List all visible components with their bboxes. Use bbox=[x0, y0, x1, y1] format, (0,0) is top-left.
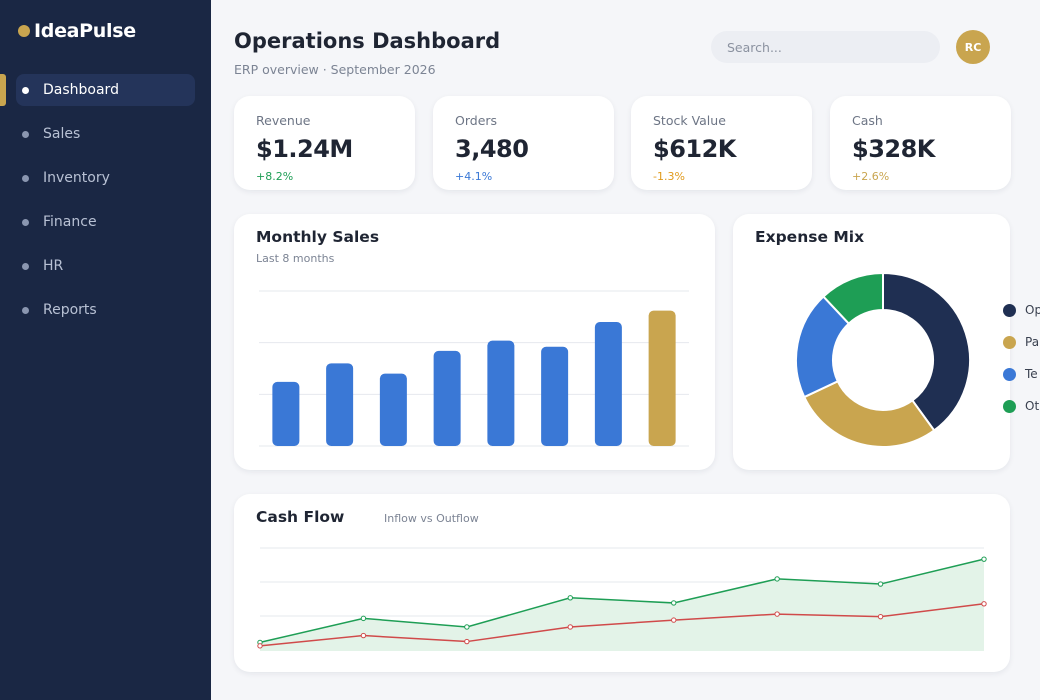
legend-label: Te bbox=[1025, 367, 1038, 381]
series-line bbox=[259, 603, 985, 647]
legend-dot-icon bbox=[1003, 335, 1016, 349]
sidebar-item-inventory[interactable]: Inventory bbox=[0, 162, 211, 194]
data-point bbox=[774, 576, 780, 582]
sidebar-item-label: Sales bbox=[43, 126, 81, 142]
legend-item: Ot bbox=[1003, 390, 1040, 422]
data-point bbox=[981, 601, 987, 607]
pie-slice bbox=[882, 271, 971, 432]
bullet-icon bbox=[22, 262, 29, 270]
kpi-value: $1.24M bbox=[256, 135, 353, 163]
kpi-label: Cash bbox=[852, 113, 883, 128]
page-subtitle: ERP overview · September 2026 bbox=[234, 62, 436, 77]
sidebar-item-hr[interactable]: HR bbox=[0, 250, 211, 282]
bar bbox=[594, 322, 622, 446]
legend-dot-icon bbox=[1003, 367, 1016, 381]
card-title: Monthly Sales bbox=[256, 228, 380, 246]
legend-dot-icon bbox=[1003, 303, 1016, 317]
data-point bbox=[567, 595, 573, 601]
data-point bbox=[567, 624, 573, 630]
pie-slice bbox=[802, 379, 936, 448]
kpi-label: Stock Value bbox=[653, 113, 726, 128]
pie-slice bbox=[822, 271, 884, 325]
sidebar: IdeaPulse Dashboard Sales Inventory Fina… bbox=[0, 0, 211, 700]
expense-mix-chart bbox=[795, 271, 971, 448]
bar bbox=[648, 310, 676, 446]
search-input[interactable] bbox=[711, 31, 940, 63]
kpi-delta: +4.1% bbox=[455, 170, 493, 183]
monthly-sales-chart bbox=[259, 290, 689, 447]
data-point bbox=[877, 613, 884, 620]
data-point bbox=[671, 600, 677, 606]
data-point bbox=[877, 581, 884, 587]
bar bbox=[326, 363, 354, 446]
monthly-sales-card: Monthly Sales Last 8 months bbox=[234, 214, 715, 470]
expense-legend: Op Pa Te Ot bbox=[1003, 294, 1040, 422]
page-title: Operations Dashboard bbox=[234, 29, 501, 53]
bullet-icon bbox=[22, 130, 29, 138]
kpi-card-orders[interactable]: Orders 3,480 +4.1% bbox=[433, 96, 614, 190]
bar bbox=[433, 350, 461, 446]
card-subtitle: Last 8 months bbox=[256, 252, 335, 265]
card-title: Cash Flow bbox=[256, 508, 345, 526]
kpi-card-revenue[interactable]: Revenue $1.24M +8.2% bbox=[234, 96, 415, 190]
legend-item: Pa bbox=[1003, 326, 1040, 358]
bullet-icon bbox=[22, 218, 29, 226]
data-point bbox=[774, 611, 780, 617]
cash-flow-chart bbox=[257, 547, 987, 651]
legend-label: Op bbox=[1025, 303, 1040, 317]
kpi-delta: +8.2% bbox=[256, 170, 294, 183]
sidebar-item-label: Finance bbox=[43, 214, 97, 230]
sidebar-item-label: Inventory bbox=[43, 170, 110, 186]
app-name: IdeaPulse bbox=[34, 20, 136, 42]
legend-label: Pa bbox=[1025, 335, 1040, 349]
sidebar-item-label: Dashboard bbox=[43, 82, 119, 98]
sidebar-item-label: HR bbox=[43, 258, 64, 274]
sidebar-item-reports[interactable]: Reports bbox=[0, 294, 211, 326]
data-point bbox=[360, 632, 367, 639]
kpi-card-cash[interactable]: Cash $328K +2.6% bbox=[830, 96, 1011, 190]
kpi-value: 3,480 bbox=[455, 135, 529, 163]
card-title: Expense Mix bbox=[755, 228, 865, 246]
data-point bbox=[257, 643, 263, 649]
sidebar-item-label: Reports bbox=[43, 302, 97, 318]
kpi-card-stock-value[interactable]: Stock Value $612K -1.3% bbox=[631, 96, 812, 190]
series-line bbox=[259, 558, 985, 644]
kpi-delta: -1.3% bbox=[653, 170, 685, 183]
bar bbox=[272, 381, 300, 446]
kpi-label: Orders bbox=[455, 113, 498, 128]
kpi-value: $612K bbox=[653, 135, 736, 163]
cash-flow-card: Cash Flow Inflow vs Outflow bbox=[234, 494, 1010, 672]
app-logo[interactable]: IdeaPulse bbox=[18, 20, 136, 42]
avatar[interactable]: RC bbox=[956, 30, 990, 64]
data-point bbox=[464, 624, 470, 630]
sidebar-item-sales[interactable]: Sales bbox=[0, 118, 211, 150]
data-point bbox=[360, 615, 367, 622]
sidebar-nav: Dashboard Sales Inventory Finance HR Rep… bbox=[0, 74, 211, 338]
bullet-icon bbox=[22, 86, 29, 94]
bar bbox=[541, 346, 569, 446]
data-point bbox=[981, 556, 987, 562]
kpi-value: $328K bbox=[852, 135, 935, 163]
legend-dot-icon bbox=[1003, 399, 1016, 413]
data-point bbox=[464, 638, 470, 645]
bar bbox=[487, 340, 515, 446]
logo-dot-icon bbox=[18, 25, 30, 37]
bullet-icon bbox=[22, 306, 29, 314]
data-point bbox=[671, 617, 677, 623]
sidebar-item-finance[interactable]: Finance bbox=[0, 206, 211, 238]
kpi-label: Revenue bbox=[256, 113, 311, 128]
expense-mix-card: Expense Mix bbox=[733, 214, 1010, 470]
legend-item: Te bbox=[1003, 358, 1040, 390]
sidebar-item-dashboard[interactable]: Dashboard bbox=[0, 74, 195, 106]
bar bbox=[379, 373, 407, 446]
legend-item: Op bbox=[1003, 294, 1040, 326]
kpi-delta: +2.6% bbox=[852, 170, 890, 183]
bullet-icon bbox=[22, 174, 29, 182]
series-area bbox=[260, 559, 984, 651]
legend-label: Ot bbox=[1025, 399, 1040, 413]
card-subtitle: Inflow vs Outflow bbox=[384, 512, 479, 525]
